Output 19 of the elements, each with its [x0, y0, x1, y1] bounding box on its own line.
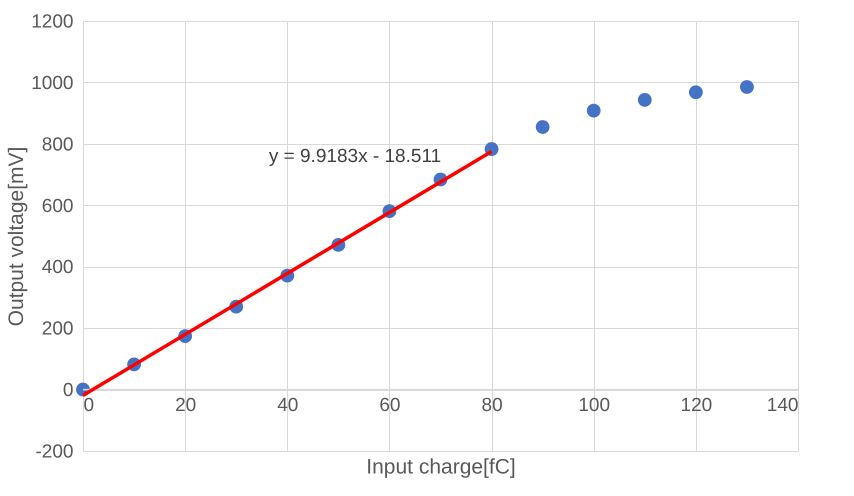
x-tick-label: 100: [578, 395, 610, 416]
annotation: y = 9.9183x - 18.511: [268, 146, 442, 167]
x-tick-label: 140: [766, 395, 798, 416]
y-tick-label: 800: [42, 134, 74, 156]
y-tick-label: 0: [62, 380, 74, 402]
y-tick-label: 1200: [31, 12, 74, 32]
x-tick-label: 0: [84, 395, 94, 416]
x-tick-label: 120: [680, 395, 712, 416]
x-tick-label: 20: [175, 395, 196, 416]
x-tick-label: 60: [379, 395, 400, 416]
y-tick-label: -200: [35, 442, 74, 462]
y-tick-label: 200: [42, 318, 74, 340]
x-tick-label: 40: [277, 395, 298, 416]
x-axis-title: Input charge[fC]: [366, 456, 516, 478]
y-tick-label: 400: [42, 257, 74, 278]
y-tick-label: 1000: [31, 72, 74, 94]
y-axis-title: Output voltage[mV]: [5, 146, 28, 326]
x-tick-label: 80: [482, 395, 503, 416]
y-tick-label: 600: [42, 196, 74, 217]
